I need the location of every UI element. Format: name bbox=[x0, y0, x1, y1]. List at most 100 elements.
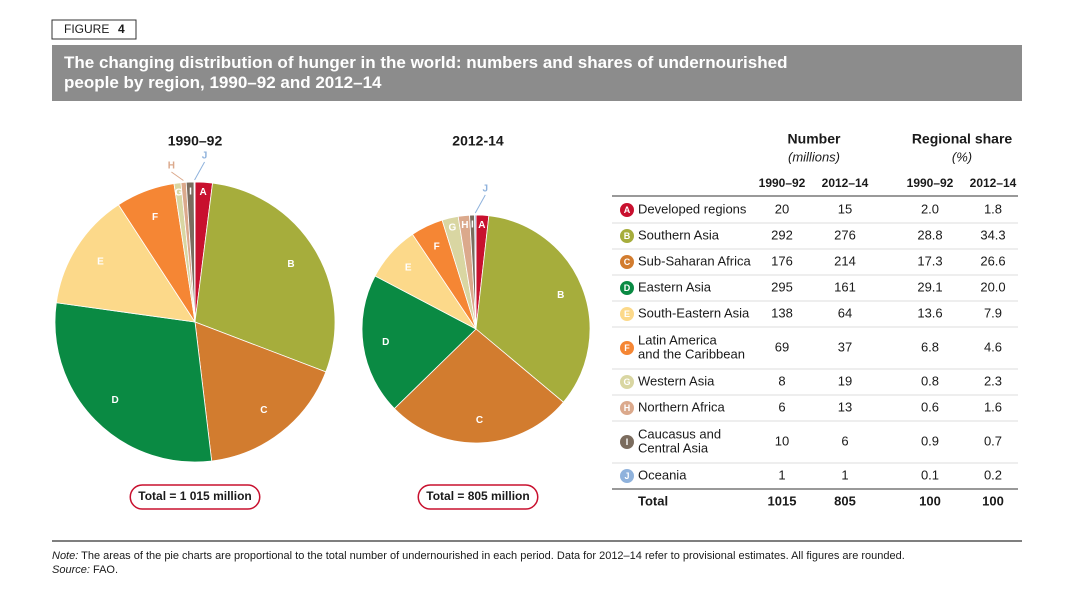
leader-line bbox=[194, 161, 205, 181]
cell: 0.6 bbox=[921, 399, 939, 414]
region-badge bbox=[620, 281, 634, 295]
region-badge bbox=[620, 341, 634, 355]
cell: 100 bbox=[982, 493, 1004, 508]
region-badge bbox=[620, 469, 634, 483]
slice-label: A bbox=[200, 187, 207, 198]
pie-slice bbox=[393, 328, 564, 444]
slice-label: H bbox=[461, 220, 468, 231]
cell: 2.3 bbox=[984, 373, 1002, 388]
source-label: Source: bbox=[52, 564, 90, 576]
region-badge bbox=[620, 435, 634, 449]
slice-label: H bbox=[168, 161, 175, 172]
region-name: Western Asia bbox=[638, 373, 715, 388]
cell: 69 bbox=[775, 339, 789, 354]
cell: 0.8 bbox=[921, 373, 939, 388]
badge-letter: H bbox=[624, 403, 631, 413]
slice-label: C bbox=[476, 415, 483, 426]
slice-label: B bbox=[557, 290, 564, 301]
cell: 37 bbox=[838, 339, 852, 354]
source: Source: FAO. bbox=[52, 564, 118, 576]
cell: 13 bbox=[838, 399, 852, 414]
pie-slice bbox=[54, 302, 213, 463]
region-name: Oceania bbox=[638, 467, 687, 482]
region-name: South-Eastern Asia bbox=[638, 305, 750, 320]
cell: 2.0 bbox=[921, 201, 939, 216]
region-badge bbox=[620, 229, 634, 243]
pie-slice bbox=[475, 215, 591, 403]
cell: 17.3 bbox=[917, 253, 942, 268]
badge-letter: E bbox=[624, 309, 630, 319]
badge-letter: G bbox=[623, 377, 630, 387]
cell: 6.8 bbox=[921, 339, 939, 354]
region-name: Sub-Saharan Africa bbox=[638, 253, 752, 268]
cell: 13.6 bbox=[917, 305, 942, 320]
cell: 1 bbox=[778, 467, 785, 482]
cell: 64 bbox=[838, 305, 852, 320]
total-pill bbox=[129, 484, 261, 510]
region-name: Total bbox=[638, 493, 668, 508]
badge-letter: J bbox=[624, 471, 629, 481]
total-label: Total = 1 015 million bbox=[138, 489, 251, 503]
pie-slice bbox=[55, 204, 196, 323]
badge-letter: A bbox=[624, 205, 631, 215]
cell: 176 bbox=[771, 253, 793, 268]
note-text: The areas of the pie charts are proporti… bbox=[81, 550, 905, 562]
figure-number: 4 bbox=[118, 22, 125, 36]
cell: 1.8 bbox=[984, 201, 1002, 216]
cell: 295 bbox=[771, 279, 793, 294]
cell: 15 bbox=[838, 201, 852, 216]
cell: 20 bbox=[775, 201, 789, 216]
year-header: 1990–92 bbox=[907, 176, 954, 190]
cell: 0.7 bbox=[984, 433, 1002, 448]
cell: 276 bbox=[834, 227, 856, 242]
year-header: 2012–14 bbox=[970, 176, 1017, 190]
leader-line bbox=[171, 171, 184, 181]
col-unit: (millions) bbox=[788, 149, 840, 164]
slice-label: I bbox=[189, 187, 192, 198]
cell: 138 bbox=[771, 305, 793, 320]
total-label: Total = 805 million bbox=[426, 489, 529, 503]
title: The changing distribution of hunger in t… bbox=[64, 53, 787, 92]
region-badge bbox=[620, 401, 634, 415]
pie-slice bbox=[194, 321, 327, 462]
badge-letter: D bbox=[624, 283, 631, 293]
region-name: Northern Africa bbox=[638, 399, 725, 414]
slice-label: J bbox=[482, 184, 488, 195]
cell: 19 bbox=[838, 373, 852, 388]
cell: 214 bbox=[834, 253, 856, 268]
cell: 7.9 bbox=[984, 305, 1002, 320]
slice-label: G bbox=[175, 188, 183, 199]
slice-label: I bbox=[471, 220, 474, 231]
cell: 26.6 bbox=[980, 253, 1005, 268]
pie-slice bbox=[474, 214, 477, 330]
cell: 100 bbox=[919, 493, 941, 508]
badge-letter: F bbox=[624, 343, 630, 353]
title-line: The changing distribution of hunger in t… bbox=[64, 53, 787, 72]
region-badge bbox=[620, 307, 634, 321]
cell: 34.3 bbox=[980, 227, 1005, 242]
pie-slice bbox=[361, 275, 477, 410]
note-label: Note: bbox=[52, 550, 78, 562]
cell: 292 bbox=[771, 227, 793, 242]
region-name: Latin America bbox=[638, 332, 718, 347]
title-bar bbox=[52, 45, 1022, 101]
region-name: Central Asia bbox=[638, 440, 709, 455]
col-unit: (%) bbox=[952, 149, 972, 164]
note: Note: The areas of the pie charts are pr… bbox=[52, 550, 905, 562]
slice-label: J bbox=[202, 151, 208, 162]
cell: 0.9 bbox=[921, 433, 939, 448]
title-line: people by region, 1990–92 and 2012–14 bbox=[64, 73, 382, 92]
pie-slice bbox=[193, 181, 196, 323]
pie-title: 2012-14 bbox=[452, 133, 504, 149]
region-name: Southern Asia bbox=[638, 227, 720, 242]
slice-label: C bbox=[260, 405, 267, 416]
col-header: Number bbox=[788, 131, 841, 147]
slice-label: B bbox=[287, 259, 294, 270]
year-header: 1990–92 bbox=[759, 176, 806, 190]
year-header: 2012–14 bbox=[822, 176, 869, 190]
cell: 20.0 bbox=[980, 279, 1005, 294]
badge-letter: C bbox=[624, 257, 631, 267]
pie-title: 1990–92 bbox=[168, 133, 223, 149]
